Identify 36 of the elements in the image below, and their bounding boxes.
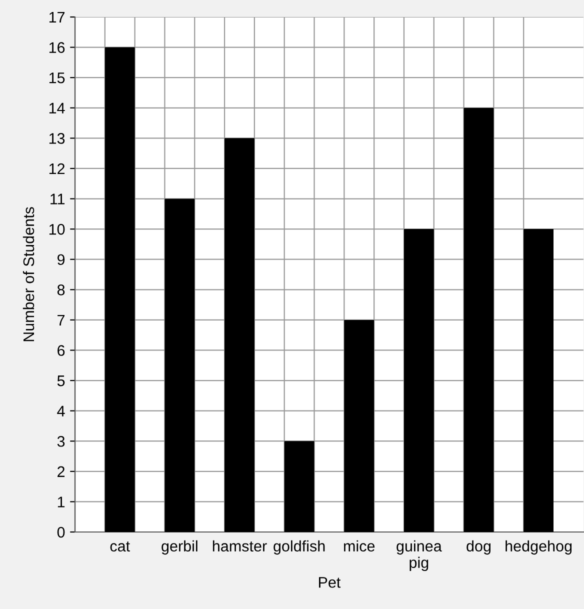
x-tick-label: dog [466, 540, 491, 555]
y-tick-label: 17 [49, 12, 65, 23]
y-tick-label: 15 [49, 72, 65, 84]
y-tick-label: 4 [57, 406, 65, 416]
x-tick-label: hamster [212, 540, 267, 552]
y-tick-label: 5 [57, 376, 65, 386]
y-tick-label: 9 [58, 254, 65, 266]
y-tick-label: 0 [57, 526, 65, 538]
y-tick-label: 16 [49, 42, 65, 53]
x-tick-label: guinea pig [396, 540, 442, 572]
bar [344, 320, 374, 532]
bar [284, 441, 314, 532]
y-tick-label: 1 [58, 496, 65, 508]
bar [524, 229, 554, 532]
bar [404, 229, 434, 532]
y-tick-label: 3 [57, 436, 65, 447]
x-tick-label: gerbil [162, 540, 198, 555]
y-tick-label: 13 [49, 133, 65, 144]
x-tick-label: hedgehog [506, 540, 572, 555]
y-tick-label: 7 [58, 314, 65, 326]
x-tick-label: mice [344, 540, 375, 552]
bar [164, 198, 195, 532]
x-tick-label: cat [110, 542, 130, 552]
y-tick-label: 11 [50, 194, 65, 204]
x-axis-title: Pet [318, 577, 341, 588]
bar [224, 138, 254, 532]
y-tick-label: 6 [58, 345, 65, 356]
y-tick-label: 2 [58, 466, 65, 477]
x-tick-label: goldfish [274, 540, 325, 555]
y-axis-title: Number of Students [22, 207, 34, 342]
y-tick-label: 12 [49, 163, 65, 174]
bar [104, 47, 135, 532]
y-tick-label: 10 [49, 224, 65, 235]
y-tick-label: 14 [49, 102, 65, 114]
y-tick-label: 8 [57, 284, 65, 296]
bar [464, 108, 494, 532]
